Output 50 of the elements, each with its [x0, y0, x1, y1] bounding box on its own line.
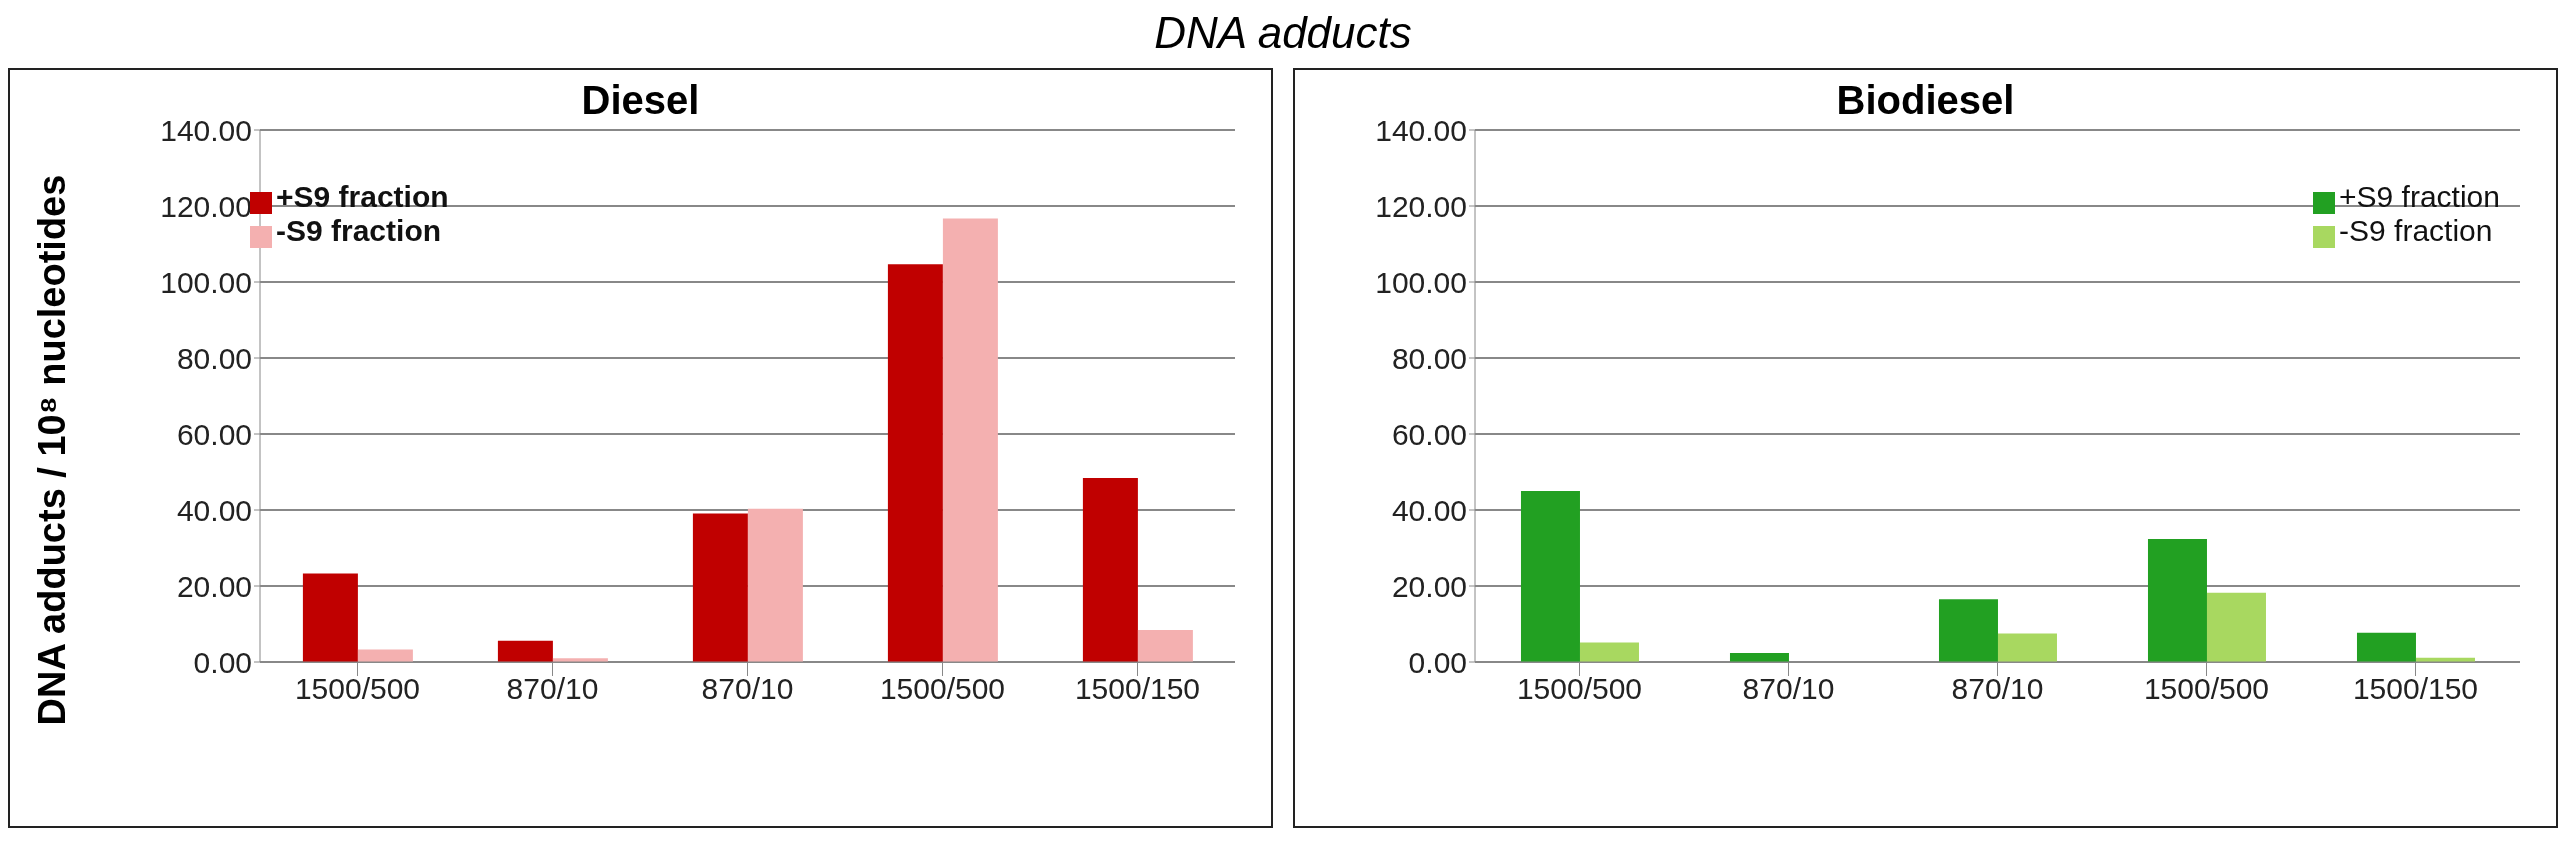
- y-tick-label: 140.00: [160, 113, 252, 147]
- bar: [2356, 632, 2416, 662]
- y-tick-label: 140.00: [1375, 113, 1467, 147]
- x-tick-label: 870/10: [701, 672, 794, 706]
- legend-label: -S9 fraction: [276, 214, 442, 247]
- bar: [497, 640, 553, 662]
- bar: [302, 573, 358, 662]
- x-tick-label: 1500/150: [2352, 672, 2479, 706]
- x-tick-label: 870/10: [1951, 672, 2044, 706]
- bar: [2206, 592, 2266, 662]
- y-tick-label: 0.00: [193, 645, 252, 679]
- x-tick-label: 1500/500: [1516, 672, 1643, 706]
- x-tick-label: 1500/500: [879, 672, 1006, 706]
- text: DNA adducts: [1153, 8, 1413, 59]
- legend-label: +S9 fraction: [2339, 180, 2500, 213]
- y-tick-label: 20.00: [176, 569, 252, 603]
- bar: [1938, 599, 1998, 662]
- y-tick-label: 0.00: [1408, 645, 1467, 679]
- chart-title: Biodiesel: [1836, 78, 2015, 122]
- bar: [2147, 538, 2207, 662]
- legend-label: -S9 fraction: [2339, 214, 2493, 247]
- x-tick-label: 1500/500: [2143, 672, 2270, 706]
- bar: [747, 508, 803, 662]
- y-tick-label: 40.00: [176, 493, 252, 527]
- bar: [1137, 630, 1193, 662]
- bar: [887, 264, 943, 662]
- y-tick-label: 100.00: [1375, 265, 1467, 299]
- x-tick-label: 870/10: [506, 672, 599, 706]
- x-tick-label: 1500/500: [294, 672, 421, 706]
- y-tick-label: 100.00: [160, 265, 252, 299]
- y-tick-label: 60.00: [1391, 417, 1467, 451]
- bar: [942, 218, 998, 662]
- y-tick-label: 120.00: [160, 189, 252, 223]
- y-tick-label: 60.00: [176, 417, 252, 451]
- y-tick-label: 80.00: [1391, 341, 1467, 375]
- y-axis-title: DNA adducts / 10⁸ nucleotides: [30, 174, 74, 726]
- chart-title: Diesel: [581, 78, 700, 122]
- y-tick-label: 80.00: [176, 341, 252, 375]
- y-tick-label: 120.00: [1375, 189, 1467, 223]
- bar: [1997, 633, 2057, 662]
- y-tick-label: 40.00: [1391, 493, 1467, 527]
- x-tick-label: 1500/150: [1074, 672, 1201, 706]
- bar: [692, 513, 748, 662]
- bar: [357, 649, 413, 662]
- x-tick-label: 870/10: [1742, 672, 1835, 706]
- y-tick-label: 20.00: [1391, 569, 1467, 603]
- bar: [1082, 478, 1138, 662]
- bar: [1579, 642, 1639, 662]
- bar: [1520, 491, 1580, 662]
- legend-label: +S9 fraction: [276, 180, 449, 213]
